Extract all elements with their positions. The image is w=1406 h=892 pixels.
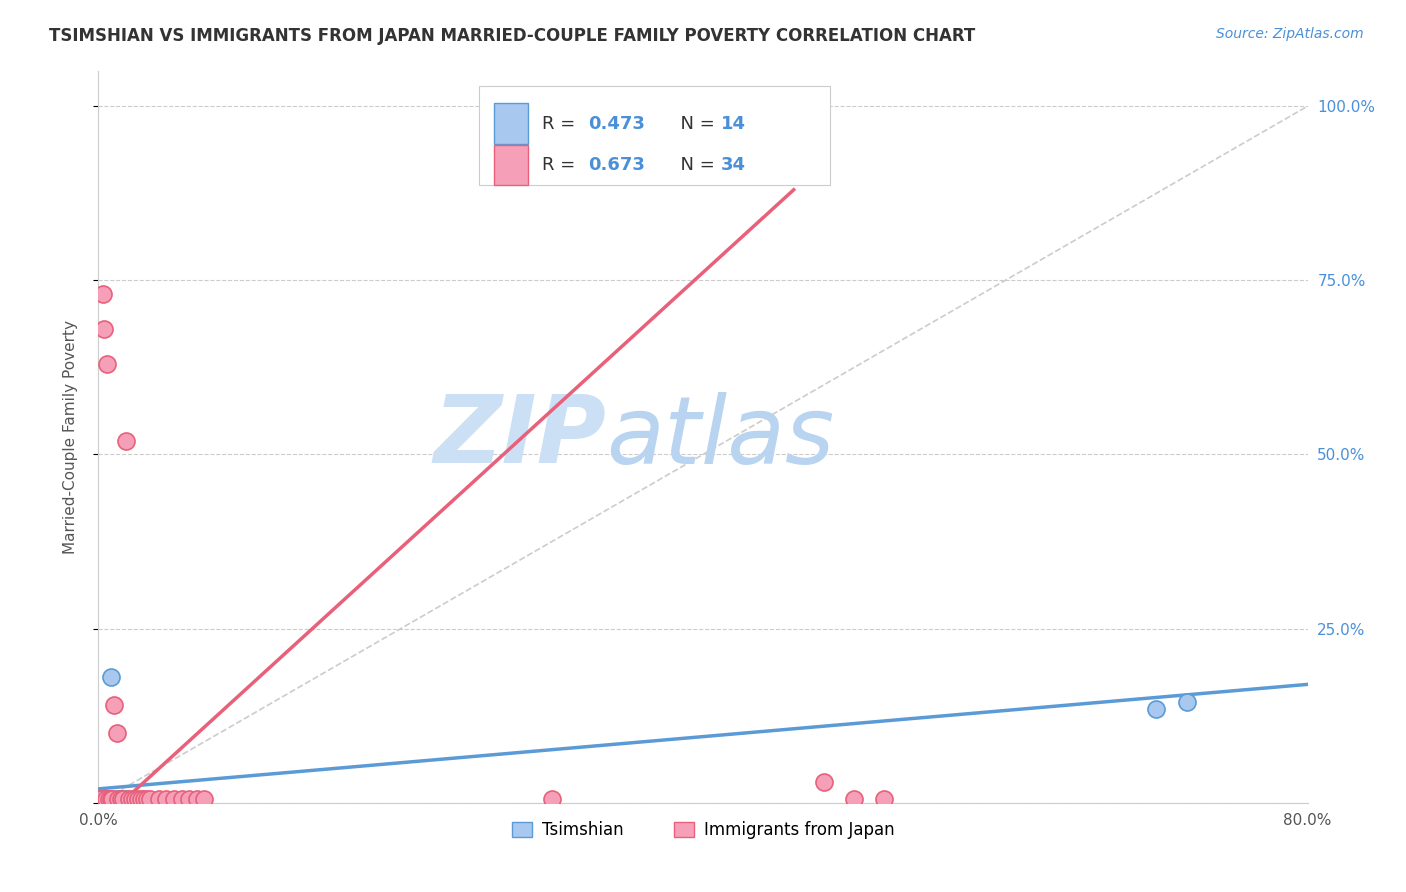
- Text: N =: N =: [669, 114, 721, 133]
- Point: [132, 792, 155, 806]
- Point: [540, 792, 562, 806]
- Text: R =: R =: [543, 156, 581, 174]
- Point: [103, 698, 125, 713]
- Point: [101, 792, 124, 806]
- Point: [94, 792, 117, 806]
- Point: [107, 792, 129, 806]
- Point: [155, 792, 177, 806]
- Legend: Tsimshian, Immigrants from Japan: Tsimshian, Immigrants from Japan: [505, 814, 901, 846]
- FancyBboxPatch shape: [494, 103, 527, 144]
- Point: [121, 792, 143, 806]
- Point: [89, 792, 111, 806]
- Point: [90, 792, 112, 806]
- Point: [813, 775, 835, 789]
- Point: [114, 434, 136, 448]
- Point: [129, 792, 152, 806]
- Point: [114, 792, 136, 806]
- Point: [111, 792, 134, 806]
- Point: [105, 792, 128, 806]
- Point: [98, 792, 121, 806]
- Text: Source: ZipAtlas.com: Source: ZipAtlas.com: [1216, 27, 1364, 41]
- Text: R =: R =: [543, 114, 581, 133]
- Point: [844, 792, 866, 806]
- Point: [170, 792, 193, 806]
- Text: 0.673: 0.673: [588, 156, 645, 174]
- FancyBboxPatch shape: [479, 86, 830, 185]
- Point: [93, 792, 115, 806]
- FancyBboxPatch shape: [494, 145, 527, 186]
- Point: [96, 792, 118, 806]
- Point: [1144, 702, 1167, 716]
- Point: [101, 792, 124, 806]
- Point: [94, 792, 117, 806]
- Point: [127, 792, 149, 806]
- Point: [163, 792, 186, 806]
- Point: [139, 792, 162, 806]
- Point: [91, 287, 114, 301]
- Point: [93, 322, 115, 336]
- Point: [179, 792, 201, 806]
- Text: 34: 34: [721, 156, 747, 174]
- Point: [90, 792, 112, 806]
- Point: [135, 792, 157, 806]
- Text: 0.473: 0.473: [588, 114, 645, 133]
- Point: [96, 357, 118, 371]
- Text: ZIP: ZIP: [433, 391, 606, 483]
- Text: N =: N =: [669, 156, 721, 174]
- Point: [118, 792, 141, 806]
- Point: [148, 792, 170, 806]
- Point: [193, 792, 215, 806]
- Point: [110, 792, 132, 806]
- Point: [873, 792, 896, 806]
- Point: [105, 726, 128, 740]
- Text: 14: 14: [721, 114, 747, 133]
- Point: [100, 792, 122, 806]
- Point: [100, 670, 122, 684]
- Point: [98, 792, 121, 806]
- Point: [111, 792, 134, 806]
- Text: TSIMSHIAN VS IMMIGRANTS FROM JAPAN MARRIED-COUPLE FAMILY POVERTY CORRELATION CHA: TSIMSHIAN VS IMMIGRANTS FROM JAPAN MARRI…: [49, 27, 976, 45]
- Y-axis label: Married-Couple Family Poverty: Married-Couple Family Poverty: [63, 320, 77, 554]
- Text: atlas: atlas: [606, 392, 835, 483]
- Point: [124, 792, 146, 806]
- Point: [1175, 695, 1198, 709]
- Point: [108, 792, 131, 806]
- Point: [91, 792, 114, 806]
- Point: [186, 792, 208, 806]
